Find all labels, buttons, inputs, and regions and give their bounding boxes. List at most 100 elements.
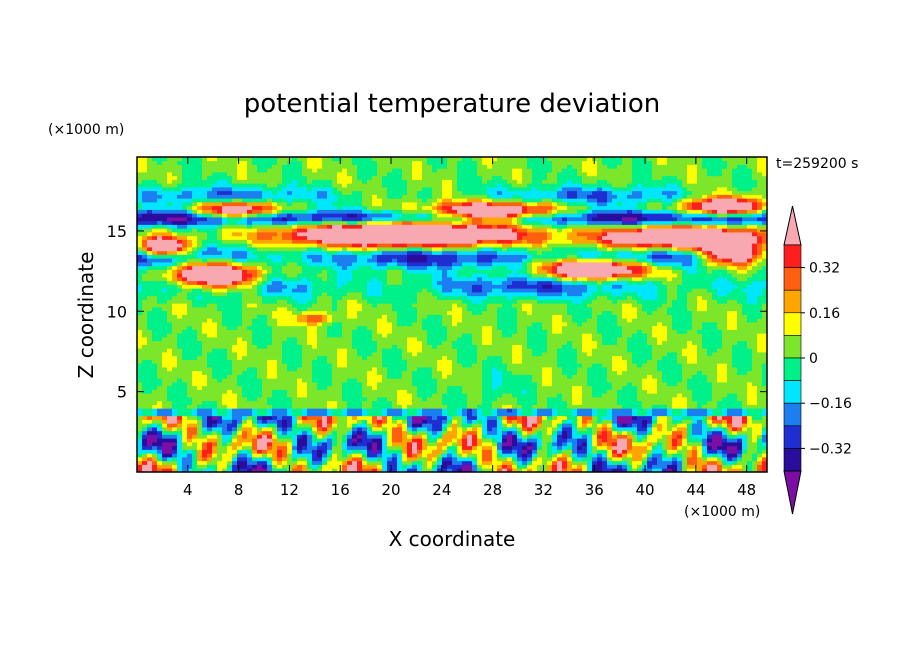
contour-cell	[642, 419, 648, 424]
contour-cell	[432, 457, 438, 462]
contour-cell	[262, 280, 268, 285]
contour-cell	[362, 209, 373, 214]
contour-cell	[627, 382, 633, 387]
contour-cell	[247, 247, 258, 252]
contour-cell	[547, 333, 583, 338]
contour-cell	[182, 430, 188, 435]
contour-cell	[407, 445, 413, 450]
contour-cell	[612, 292, 623, 297]
contour-cell	[737, 269, 748, 274]
contour-cell	[447, 442, 453, 447]
contour-cell	[172, 404, 188, 409]
contour-cell	[352, 415, 358, 420]
contour-cell	[252, 209, 263, 214]
contour-cell	[507, 457, 513, 462]
contour-cell	[377, 194, 388, 199]
contour-cell	[177, 442, 183, 447]
contour-cell	[557, 460, 563, 465]
contour-cell	[747, 224, 758, 229]
contour-cell	[687, 408, 708, 413]
contour-cell	[497, 427, 503, 432]
contour-cell	[162, 427, 168, 432]
contour-cell	[657, 292, 668, 297]
contour-cell	[657, 288, 668, 293]
contour-cell	[147, 232, 153, 237]
y-tick-label: 5	[117, 383, 127, 402]
contour-cell	[652, 412, 668, 417]
contour-cell	[492, 404, 503, 409]
contour-cell	[167, 367, 173, 372]
contour-cell	[607, 457, 613, 462]
contour-cell	[192, 243, 198, 248]
contour-cell	[687, 295, 698, 300]
contour-cell	[392, 438, 403, 443]
contour-cell	[702, 438, 708, 443]
contour-cell	[587, 442, 593, 447]
contour-cell	[752, 254, 758, 259]
contour-cell	[377, 160, 413, 165]
contour-cell	[662, 468, 668, 472]
contour-cell	[722, 333, 758, 338]
contour-cell	[512, 434, 518, 439]
contour-cell	[372, 352, 383, 357]
contour-cell	[667, 434, 673, 439]
contour-cell	[212, 445, 218, 450]
contour-cell	[732, 288, 743, 293]
contour-cell	[737, 453, 743, 458]
contour-cell	[192, 400, 203, 405]
contour-cell	[277, 160, 288, 165]
contour-cell	[437, 168, 458, 173]
contour-cell	[667, 284, 678, 289]
contour-cell	[612, 190, 633, 195]
contour-cell	[292, 202, 308, 207]
contour-cell	[532, 303, 568, 308]
contour-cell	[247, 397, 258, 402]
contour-cell	[302, 408, 308, 413]
contour-cell	[272, 442, 288, 447]
contour-cell	[457, 468, 463, 472]
contour-cell	[757, 333, 767, 338]
contour-cell	[752, 168, 758, 173]
contour-cell	[612, 468, 623, 472]
contour-cell	[382, 202, 403, 207]
contour-cell	[367, 243, 378, 248]
contour-cell	[562, 168, 578, 173]
contour-cell	[137, 224, 153, 229]
contour-cell	[747, 269, 758, 274]
contour-cell	[647, 273, 678, 278]
contour-cell	[692, 434, 708, 439]
contour-cell	[567, 273, 613, 278]
contour-cell	[457, 352, 478, 357]
contour-cell	[382, 445, 388, 450]
contour-cell	[522, 194, 558, 199]
contour-cell	[147, 269, 168, 274]
contour-cell	[382, 288, 423, 293]
contour-cell	[597, 419, 603, 424]
contour-cell	[357, 168, 378, 173]
contour-cell	[297, 423, 313, 428]
contour-cell	[357, 464, 363, 469]
contour-cell	[607, 449, 613, 454]
contour-cell	[202, 415, 208, 420]
contour-cell	[317, 224, 328, 229]
contour-cell	[402, 438, 413, 443]
contour-cell	[657, 367, 683, 372]
contour-cell	[202, 243, 208, 248]
contour-cell	[487, 273, 508, 278]
contour-cell	[352, 160, 378, 165]
contour-cell	[652, 172, 688, 177]
contour-cell	[612, 359, 628, 364]
contour-cell	[722, 329, 767, 334]
contour-cell	[617, 299, 638, 304]
contour-cell	[582, 400, 618, 405]
contour-cell	[622, 370, 663, 375]
contour-cell	[347, 307, 363, 312]
contour-cell	[142, 442, 148, 447]
contour-cell	[562, 427, 573, 432]
contour-cell	[477, 164, 488, 169]
contour-cell	[627, 430, 633, 435]
contour-cell	[292, 434, 298, 439]
contour-cell	[362, 205, 368, 210]
contour-cell	[582, 348, 593, 353]
contour-cell	[637, 427, 648, 432]
